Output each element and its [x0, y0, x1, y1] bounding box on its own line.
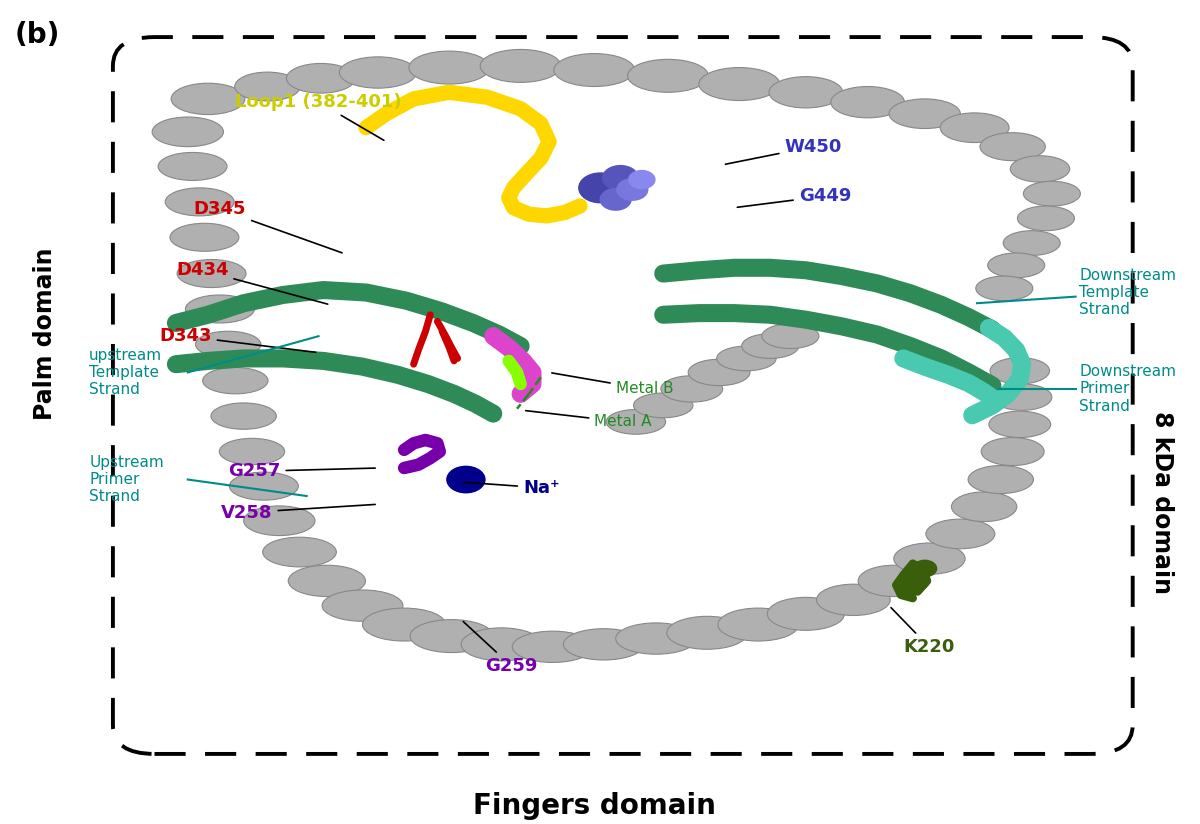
- Ellipse shape: [1018, 206, 1074, 231]
- Ellipse shape: [698, 68, 780, 101]
- Ellipse shape: [480, 49, 562, 82]
- Ellipse shape: [989, 411, 1051, 438]
- Ellipse shape: [1024, 181, 1080, 206]
- Ellipse shape: [461, 628, 542, 661]
- Text: 8 kDa domain: 8 kDa domain: [1151, 411, 1175, 594]
- Ellipse shape: [992, 384, 1052, 410]
- Ellipse shape: [409, 51, 490, 84]
- Ellipse shape: [554, 54, 635, 87]
- Ellipse shape: [563, 629, 644, 660]
- Ellipse shape: [211, 403, 276, 429]
- Text: upstream
Template
Strand: upstream Template Strand: [89, 348, 162, 397]
- Ellipse shape: [288, 565, 366, 597]
- Ellipse shape: [858, 565, 930, 597]
- Ellipse shape: [606, 410, 666, 434]
- Text: Upstream
Primer
Strand: Upstream Primer Strand: [89, 455, 164, 504]
- Ellipse shape: [512, 631, 593, 662]
- Ellipse shape: [889, 99, 960, 129]
- Text: D343: D343: [160, 327, 316, 353]
- Ellipse shape: [628, 59, 708, 92]
- Ellipse shape: [816, 584, 890, 616]
- Ellipse shape: [616, 623, 696, 654]
- Ellipse shape: [220, 438, 284, 465]
- Ellipse shape: [990, 358, 1050, 384]
- Ellipse shape: [968, 466, 1033, 494]
- Ellipse shape: [742, 334, 799, 358]
- Circle shape: [617, 179, 648, 200]
- Ellipse shape: [661, 376, 722, 402]
- Text: Metal A: Metal A: [526, 410, 652, 429]
- Text: G257: G257: [228, 462, 376, 480]
- Circle shape: [602, 166, 638, 190]
- Text: Na⁺: Na⁺: [464, 479, 559, 497]
- Ellipse shape: [688, 359, 750, 386]
- Text: Loop1 (382-401): Loop1 (382-401): [235, 93, 402, 140]
- Ellipse shape: [229, 472, 299, 500]
- Text: Downstream
Template
Strand: Downstream Template Strand: [1079, 268, 1176, 317]
- Text: G259: G259: [463, 621, 538, 675]
- Ellipse shape: [244, 506, 314, 536]
- Ellipse shape: [410, 620, 493, 653]
- Text: (b): (b): [14, 21, 60, 49]
- Ellipse shape: [830, 87, 905, 118]
- Ellipse shape: [976, 276, 1033, 301]
- Ellipse shape: [158, 152, 227, 180]
- Circle shape: [906, 570, 930, 587]
- Ellipse shape: [894, 543, 965, 574]
- Text: W450: W450: [725, 138, 842, 164]
- Ellipse shape: [982, 438, 1044, 466]
- Ellipse shape: [172, 83, 245, 115]
- Ellipse shape: [718, 608, 799, 641]
- Text: K220: K220: [890, 607, 955, 656]
- Ellipse shape: [952, 492, 1016, 522]
- Ellipse shape: [178, 260, 246, 288]
- Text: Fingers domain: Fingers domain: [473, 792, 715, 820]
- Ellipse shape: [767, 597, 845, 630]
- Ellipse shape: [667, 616, 748, 649]
- Circle shape: [446, 466, 485, 493]
- Ellipse shape: [152, 117, 223, 147]
- Ellipse shape: [322, 590, 403, 621]
- Text: D345: D345: [193, 200, 342, 253]
- Ellipse shape: [362, 608, 445, 641]
- Ellipse shape: [235, 72, 300, 101]
- Ellipse shape: [166, 188, 234, 216]
- Ellipse shape: [340, 57, 416, 88]
- Ellipse shape: [988, 253, 1045, 278]
- Ellipse shape: [186, 295, 254, 323]
- Circle shape: [629, 171, 655, 189]
- Text: Downstream
Primer
Strand: Downstream Primer Strand: [1079, 364, 1176, 414]
- Text: Palm domain: Palm domain: [34, 247, 58, 420]
- Text: G449: G449: [737, 187, 851, 208]
- FancyBboxPatch shape: [113, 37, 1133, 754]
- Circle shape: [913, 560, 936, 577]
- Ellipse shape: [634, 393, 692, 418]
- Ellipse shape: [769, 77, 842, 108]
- Text: V258: V258: [221, 503, 376, 522]
- Ellipse shape: [1003, 231, 1060, 255]
- Ellipse shape: [263, 537, 336, 567]
- Ellipse shape: [170, 223, 239, 251]
- Circle shape: [578, 173, 622, 203]
- Ellipse shape: [940, 113, 1009, 143]
- Text: Metal B: Metal B: [552, 373, 673, 396]
- Ellipse shape: [196, 331, 260, 358]
- Ellipse shape: [287, 63, 355, 93]
- Ellipse shape: [203, 368, 268, 394]
- Ellipse shape: [762, 324, 818, 349]
- Ellipse shape: [716, 346, 776, 371]
- Circle shape: [898, 578, 922, 595]
- Ellipse shape: [1010, 156, 1069, 182]
- Ellipse shape: [980, 133, 1045, 161]
- Circle shape: [600, 189, 631, 210]
- Ellipse shape: [926, 519, 995, 549]
- Text: D434: D434: [176, 261, 328, 304]
